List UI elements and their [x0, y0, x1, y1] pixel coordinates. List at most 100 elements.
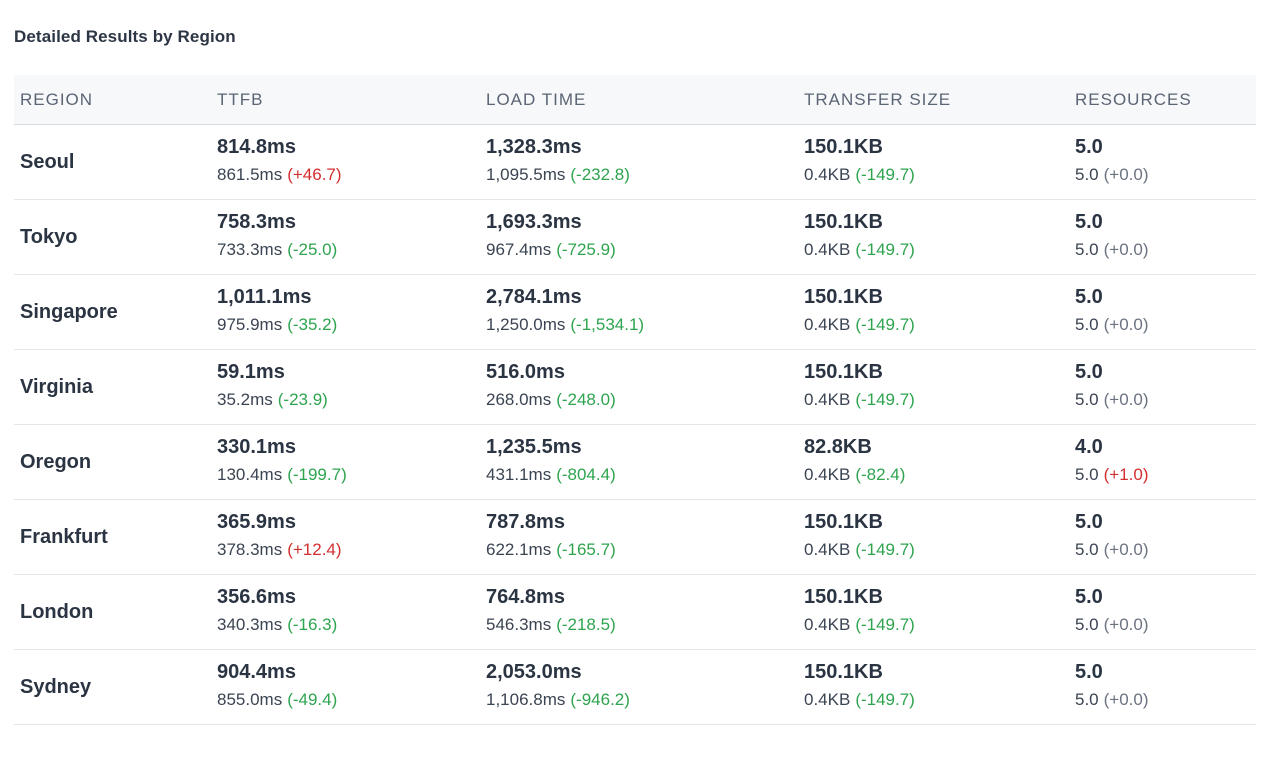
table-row[interactable]: Oregon 330.1ms 130.4ms (-199.7) 1,235.5ms 431… [14, 424, 1256, 500]
header-row: REGION TTFB LOAD TIME TRANSFER SIZE RESO… [14, 75, 1256, 125]
ttfb-delta: (-23.9) [277, 389, 328, 409]
resources-compare-value: 5.0 [1075, 464, 1099, 484]
transfer-size-delta: (-149.7) [855, 164, 915, 184]
transfer-size-comparison: 0.4KB (-149.7) [804, 164, 1069, 186]
table-row[interactable]: Frankfurt 365.9ms 378.3ms (+12.4) 787.8ms 622… [14, 499, 1256, 575]
resources-cell: 5.0 5.0 (+0.0) [1069, 649, 1256, 725]
transfer-size-compare-value: 0.4KB [804, 314, 851, 334]
transfer-size-cell: 150.1KB 0.4KB (-149.7) [798, 124, 1069, 200]
resources-value: 4.0 [1075, 435, 1103, 458]
resources-cell: 5.0 5.0 (+0.0) [1069, 349, 1256, 425]
load-time-delta: (-248.0) [556, 389, 616, 409]
load-time-delta: (-218.5) [556, 614, 616, 634]
column-header-resources[interactable]: RESOURCES [1069, 75, 1256, 125]
ttfb-cell: 59.1ms 35.2ms (-23.9) [211, 349, 480, 425]
resources-value: 5.0 [1075, 510, 1103, 533]
load-time-value: 1,693.3ms [486, 210, 582, 233]
table-row[interactable]: Singapore 1,011.1ms 975.9ms (-35.2) 2,784.1m… [14, 274, 1256, 350]
ttfb-comparison: 378.3ms (+12.4) [217, 539, 480, 561]
ttfb-value: 356.6ms [217, 585, 296, 608]
transfer-size-comparison: 0.4KB (-149.7) [804, 539, 1069, 561]
ttfb-delta: (-35.2) [287, 314, 338, 334]
column-header-load-time[interactable]: LOAD TIME [480, 75, 798, 125]
ttfb-comparison: 35.2ms (-23.9) [217, 389, 480, 411]
transfer-size-value: 150.1KB [804, 585, 883, 608]
transfer-size-cell: 150.1KB 0.4KB (-149.7) [798, 649, 1069, 725]
transfer-size-compare-value: 0.4KB [804, 539, 851, 559]
load-time-comparison: 1,095.5ms (-232.8) [486, 164, 798, 186]
table-row[interactable]: London 356.6ms 340.3ms (-16.3) 764.8ms 546.3m… [14, 574, 1256, 650]
ttfb-value: 814.8ms [217, 135, 296, 158]
transfer-size-cell: 150.1KB 0.4KB (-149.7) [798, 499, 1069, 575]
load-time-comparison: 967.4ms (-725.9) [486, 239, 798, 261]
resources-comparison: 5.0 (+0.0) [1075, 689, 1256, 711]
transfer-size-value: 150.1KB [804, 660, 883, 683]
transfer-size-cell: 150.1KB 0.4KB (-149.7) [798, 349, 1069, 425]
ttfb-comparison: 855.0ms (-49.4) [217, 689, 480, 711]
resources-compare-value: 5.0 [1075, 239, 1099, 259]
load-time-compare-value: 268.0ms [486, 389, 552, 409]
region-name: Singapore [14, 274, 211, 350]
load-time-delta: (-1,534.1) [570, 314, 645, 334]
ttfb-value: 365.9ms [217, 510, 296, 533]
ttfb-value: 59.1ms [217, 360, 285, 383]
ttfb-comparison: 861.5ms (+46.7) [217, 164, 480, 186]
load-time-compare-value: 546.3ms [486, 614, 552, 634]
transfer-size-comparison: 0.4KB (-149.7) [804, 239, 1069, 261]
ttfb-delta: (-199.7) [287, 464, 347, 484]
ttfb-cell: 1,011.1ms 975.9ms (-35.2) [211, 274, 480, 350]
load-time-delta: (-804.4) [556, 464, 616, 484]
column-header-ttfb[interactable]: TTFB [211, 75, 480, 125]
resources-delta: (+0.0) [1103, 539, 1149, 559]
column-header-transfer-size[interactable]: TRANSFER SIZE [798, 75, 1069, 125]
resources-value: 5.0 [1075, 360, 1103, 383]
ttfb-delta: (-16.3) [287, 614, 338, 634]
transfer-size-value: 150.1KB [804, 210, 883, 233]
table-row[interactable]: Virginia 59.1ms 35.2ms (-23.9) 516.0ms 268.0m… [14, 349, 1256, 425]
load-time-value: 764.8ms [486, 585, 565, 608]
resources-value: 5.0 [1075, 210, 1103, 233]
resources-compare-value: 5.0 [1075, 689, 1099, 709]
table-row[interactable]: Sydney 904.4ms 855.0ms (-49.4) 2,053.0ms 1,10… [14, 649, 1256, 725]
transfer-size-cell: 150.1KB 0.4KB (-149.7) [798, 274, 1069, 350]
resources-delta: (+0.0) [1103, 164, 1149, 184]
transfer-size-delta: (-149.7) [855, 314, 915, 334]
resources-cell: 4.0 5.0 (+1.0) [1069, 424, 1256, 500]
load-time-value: 2,053.0ms [486, 660, 582, 683]
transfer-size-value: 150.1KB [804, 135, 883, 158]
load-time-delta: (-946.2) [570, 689, 630, 709]
resources-delta: (+0.0) [1103, 389, 1149, 409]
transfer-size-compare-value: 0.4KB [804, 239, 851, 259]
resources-cell: 5.0 5.0 (+0.0) [1069, 499, 1256, 575]
region-name: Tokyo [14, 199, 211, 275]
ttfb-delta: (+12.4) [287, 539, 342, 559]
region-name: Seoul [14, 124, 211, 200]
ttfb-cell: 904.4ms 855.0ms (-49.4) [211, 649, 480, 725]
load-time-compare-value: 967.4ms [486, 239, 552, 259]
load-time-value: 516.0ms [486, 360, 565, 383]
table-row[interactable]: Tokyo 758.3ms 733.3ms (-25.0) 1,693.3ms 967.4… [14, 199, 1256, 275]
column-header-region[interactable]: REGION [14, 75, 211, 125]
results-table: REGION TTFB LOAD TIME TRANSFER SIZE RESO… [14, 75, 1256, 725]
resources-compare-value: 5.0 [1075, 314, 1099, 334]
transfer-size-compare-value: 0.4KB [804, 389, 851, 409]
load-time-delta: (-165.7) [556, 539, 616, 559]
ttfb-value: 758.3ms [217, 210, 296, 233]
ttfb-compare-value: 733.3ms [217, 239, 283, 259]
transfer-size-cell: 150.1KB 0.4KB (-149.7) [798, 574, 1069, 650]
load-time-cell: 2,784.1ms 1,250.0ms (-1,534.1) [480, 274, 798, 350]
ttfb-compare-value: 35.2ms [217, 389, 273, 409]
resources-comparison: 5.0 (+0.0) [1075, 164, 1256, 186]
ttfb-comparison: 733.3ms (-25.0) [217, 239, 480, 261]
load-time-comparison: 622.1ms (-165.7) [486, 539, 798, 561]
load-time-value: 1,235.5ms [486, 435, 582, 458]
transfer-size-comparison: 0.4KB (-149.7) [804, 314, 1069, 336]
resources-comparison: 5.0 (+0.0) [1075, 614, 1256, 636]
ttfb-delta: (-49.4) [287, 689, 338, 709]
region-name: Sydney [14, 649, 211, 725]
ttfb-comparison: 130.4ms (-199.7) [217, 464, 480, 486]
resources-compare-value: 5.0 [1075, 389, 1099, 409]
table-row[interactable]: Seoul 814.8ms 861.5ms (+46.7) 1,328.3ms 1,095… [14, 124, 1256, 200]
load-time-delta: (-725.9) [556, 239, 616, 259]
load-time-comparison: 431.1ms (-804.4) [486, 464, 798, 486]
